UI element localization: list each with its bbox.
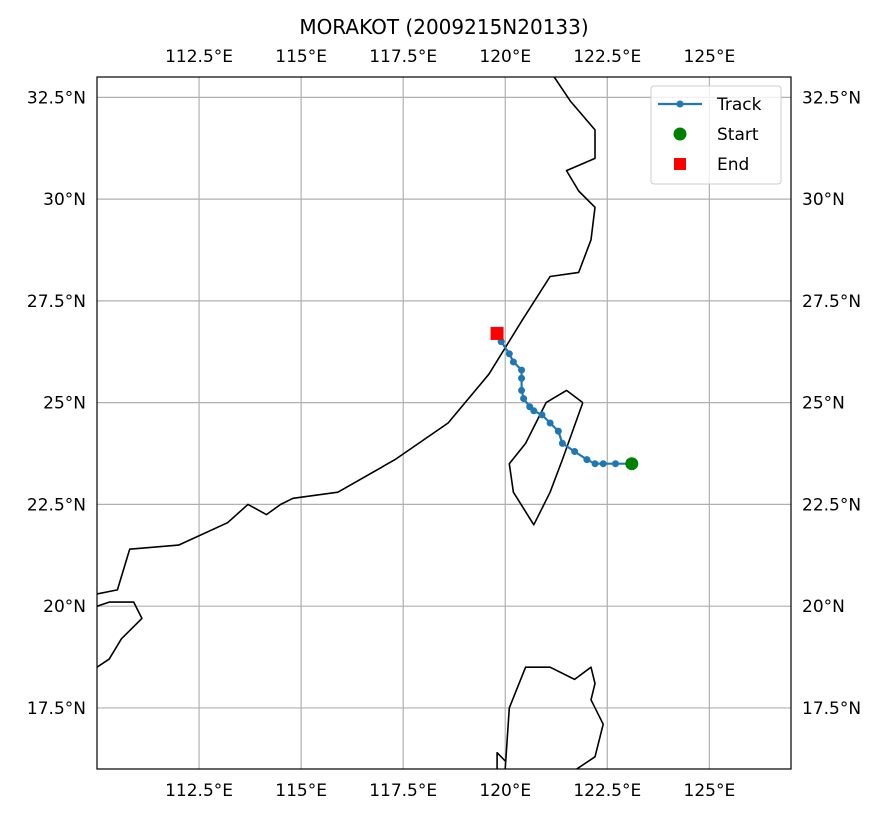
lat-tick-label-right: 20°N [802, 597, 845, 617]
legend-track-label: Track [716, 95, 762, 115]
end-marker [490, 326, 504, 340]
track-point [526, 403, 534, 411]
legend-box [650, 85, 782, 185]
lon-tick-label-bottom: 112.5°E [165, 781, 233, 801]
coastline [97, 77, 596, 595]
coastline [508, 389, 584, 526]
legend: Track Start End [650, 85, 782, 185]
lat-tick-label-left: 30°N [43, 190, 86, 210]
lon-tick-label-bottom: 120°E [479, 781, 531, 801]
plot-frame [96, 76, 792, 770]
track-point [571, 447, 579, 455]
lat-tick-label-left: 17.5°N [27, 699, 86, 719]
start-marker [625, 457, 639, 471]
coastlines [97, 77, 605, 769]
legend-end-label: End [717, 155, 749, 175]
track-point [538, 411, 546, 419]
lon-tick-label-bottom: 125°E [684, 781, 736, 801]
track-point [509, 358, 517, 366]
lat-tick-label-left: 27.5°N [27, 292, 86, 312]
map-title: MORAKOT (2009215N20133) [299, 15, 588, 39]
track-point [558, 439, 566, 447]
track-point [520, 395, 528, 403]
legend-start-label: Start [717, 125, 759, 145]
lat-tick-label-left: 20°N [43, 597, 86, 617]
lon-tick-label-top: 120°E [479, 47, 531, 67]
lat-tick-label-right: 22.5°N [802, 495, 861, 515]
lon-tick-label-bottom: 122.5°E [573, 781, 641, 801]
coastline [97, 601, 143, 668]
legend-end-marker [674, 158, 686, 170]
track-point [546, 419, 554, 427]
lat-tick-label-right: 27.5°N [802, 292, 861, 312]
lat-tick-label-left: 22.5°N [27, 495, 86, 515]
track-point [518, 374, 526, 382]
lat-tick-label-left: 25°N [43, 394, 86, 414]
lat-tick-label-right: 17.5°N [802, 699, 861, 719]
coastline [504, 666, 605, 769]
lat-tick-label-right: 25°N [802, 394, 845, 414]
lon-tick-label-bottom: 117.5°E [369, 781, 437, 801]
lon-tick-label-bottom: 115°E [275, 781, 327, 801]
track-point [583, 456, 591, 464]
legend-track-marker [676, 100, 684, 108]
track-point [611, 460, 619, 468]
axis-ticks: 112.5°E 112.5°E 115°E 115°E 117.5°E 117.5°E 12… [27, 47, 861, 801]
track-point [554, 427, 562, 435]
lon-tick-label-top: 125°E [684, 47, 736, 67]
lat-tick-label-right: 30°N [802, 190, 845, 210]
track-point [518, 386, 526, 394]
track-point [599, 460, 607, 468]
coastline [496, 751, 506, 769]
lon-tick-label-top: 115°E [275, 47, 327, 67]
lat-tick-label-right: 32.5°N [802, 88, 861, 108]
track-point [518, 366, 526, 374]
storm-track [490, 326, 639, 471]
track-point [591, 460, 599, 468]
lon-tick-label-top: 117.5°E [369, 47, 437, 67]
lon-tick-label-top: 122.5°E [573, 47, 641, 67]
lat-tick-label-left: 32.5°N [27, 88, 86, 108]
track-point [505, 350, 513, 358]
lon-tick-label-top: 112.5°E [165, 47, 233, 67]
legend-start-marker [673, 127, 687, 141]
